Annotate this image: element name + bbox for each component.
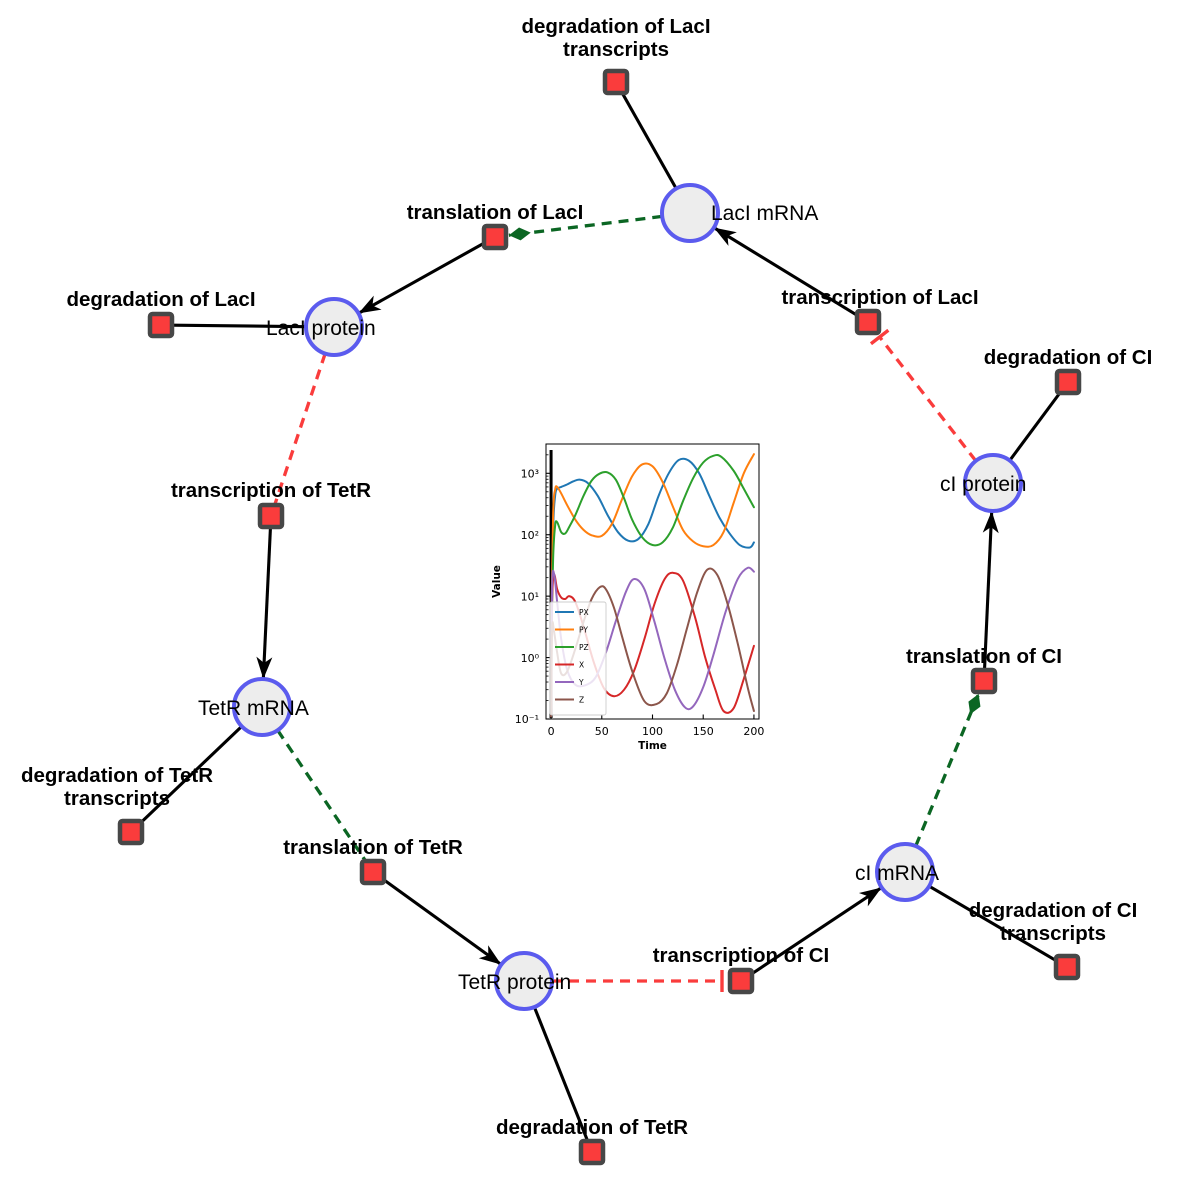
arrowhead-triangle <box>982 510 999 534</box>
reaction-label-deg_laci_transcripts: degradation of LacI transcripts <box>521 15 711 61</box>
species-label-tetr_mrna: TetR mRNA <box>198 697 309 720</box>
reaction-node-transcription_laci[interactable] <box>854 308 882 336</box>
arrowhead-triangle <box>858 887 882 907</box>
chart-legend-label-Y: Y <box>578 678 584 687</box>
reaction-label-translation_laci: translation of LacI <box>406 201 584 224</box>
reaction-node-deg_tetr_transcripts[interactable] <box>117 818 145 846</box>
chart-xlabel: Time <box>638 740 667 749</box>
species-label-ci_protein: cI protein <box>940 473 1027 496</box>
reaction-label-deg_ci: degradation of CI <box>983 346 1153 369</box>
species-node-laci_protein[interactable] <box>304 297 364 357</box>
chart-legend-label-Z: Z <box>579 696 584 705</box>
graph-edge-consumption[interactable] <box>532 1006 590 1142</box>
chart-legend-label-X: X <box>579 661 584 670</box>
chart-ytick-label: 10¹ <box>521 590 539 603</box>
chart-legend-label-PX: PX <box>579 608 589 617</box>
species-label-tetr_protein: TetR protein <box>458 971 572 994</box>
simulation-inset-chart[interactable]: 10⁻¹ 10⁰ 10¹ 10² 10³ 0 50 100 150 200 Time Value PX P… <box>477 437 771 750</box>
chart-legend-label-PY: PY <box>579 626 588 635</box>
reaction-label-deg_tetr_transcripts: degradation of TetR transcripts <box>20 764 214 810</box>
graph-edge-consumption[interactable] <box>355 241 486 320</box>
species-node-laci_mrna[interactable] <box>660 183 720 243</box>
graph-edge-consumption[interactable] <box>172 323 307 329</box>
chart-legend[interactable]: PX PY PZ XYZ <box>549 601 607 716</box>
graph-edge-consumption[interactable] <box>928 884 1058 963</box>
reaction-node-deg_laci[interactable] <box>147 311 175 339</box>
chart-series-PX <box>550 457 755 648</box>
arrowhead-triangle <box>358 295 382 314</box>
arrowhead-tbar <box>869 328 890 346</box>
edge-layer <box>138 91 1063 1142</box>
species-label-laci_mrna: LacI mRNA <box>711 202 819 225</box>
species-node-tetr_mrna[interactable] <box>232 677 292 737</box>
chart-ytick-label: 10⁰ <box>521 652 540 665</box>
reaction-label-deg_tetr: degradation of TetR <box>495 1116 689 1139</box>
reaction-label-transcription_tetr: transcription of TetR <box>170 479 372 502</box>
species-node-tetr_protein[interactable] <box>494 951 554 1011</box>
arrowhead-triangle <box>256 656 273 680</box>
reaction-label-deg_laci: degradation of LacI <box>66 288 256 311</box>
reaction-label-deg_ci_transcripts: degradation of CI transcripts <box>968 899 1138 945</box>
reaction-node-deg_ci[interactable] <box>1054 368 1082 396</box>
reaction-label-translation_ci: translation of CI <box>905 645 1063 668</box>
chart-ytick-label: 10² <box>521 529 539 542</box>
reaction-node-transcription_ci[interactable] <box>727 967 755 995</box>
species-node-ci_protein[interactable] <box>963 453 1023 513</box>
reaction-node-deg_laci_transcripts[interactable] <box>602 68 630 96</box>
reaction-label-translation_tetr: translation of TetR <box>283 836 463 859</box>
reaction-node-translation_tetr[interactable] <box>359 858 387 886</box>
graph-edge-consumption[interactable] <box>1008 390 1063 462</box>
species-label-laci_protein: LacI protein <box>266 317 376 340</box>
graph-edge-catalysis[interactable] <box>508 214 663 241</box>
graph-edge-consumption[interactable] <box>620 91 678 190</box>
chart-series-X <box>550 571 755 716</box>
graph-edge-consumption[interactable] <box>381 877 506 971</box>
arrowhead-triangle <box>713 227 737 246</box>
graph-edge-consumption[interactable] <box>982 510 1000 670</box>
reaction-node-transcription_tetr[interactable] <box>257 502 285 530</box>
chart-xtick-label: 100 <box>642 725 663 738</box>
reaction-node-translation_ci[interactable] <box>970 667 998 695</box>
chart-xtick-label: 200 <box>743 725 764 738</box>
arrowhead-diamond <box>508 227 531 241</box>
reaction-label-transcription_laci: transcription of LacI <box>781 286 979 309</box>
graph-edge-catalysis[interactable] <box>276 729 368 863</box>
chart-series-PY <box>550 453 755 654</box>
graph-edge-catalysis[interactable] <box>914 691 985 847</box>
chart-legend-label-PZ: PZ <box>579 643 589 652</box>
arrowhead-triangle <box>478 945 502 965</box>
node-layer[interactable] <box>117 68 1082 1166</box>
species-node-ci_mrna[interactable] <box>875 842 935 902</box>
graph-edge-consumption[interactable] <box>255 527 273 680</box>
graph-edge-consumption[interactable] <box>710 221 859 318</box>
graph-edge-inhibition[interactable] <box>273 353 327 506</box>
chart-ytick-label: 10³ <box>521 468 539 481</box>
chart-ylabel: Value <box>491 565 503 598</box>
graph-edge-consumption[interactable] <box>750 881 886 976</box>
chart-series-PZ <box>550 454 755 659</box>
graph-edge-consumption[interactable] <box>138 725 243 825</box>
graph-edge-inhibition[interactable] <box>552 970 724 992</box>
reaction-node-deg_tetr[interactable] <box>578 1138 606 1166</box>
graph-edge-inhibition[interactable] <box>869 328 978 462</box>
chart-xtick-label: 0 <box>548 725 555 738</box>
species-label-ci_mrna: cI mRNA <box>855 862 939 885</box>
arrowhead-diamond <box>968 693 981 715</box>
reaction-label-transcription_ci: transcription of CI <box>652 944 830 967</box>
reaction-node-translation_laci[interactable] <box>481 223 509 251</box>
reaction-node-deg_ci_transcripts[interactable] <box>1053 953 1081 981</box>
chart-ytick-label: 10⁻¹ <box>515 713 539 726</box>
chart-xtick-label: 50 <box>595 725 609 738</box>
chart-xtick-label: 150 <box>693 725 714 738</box>
